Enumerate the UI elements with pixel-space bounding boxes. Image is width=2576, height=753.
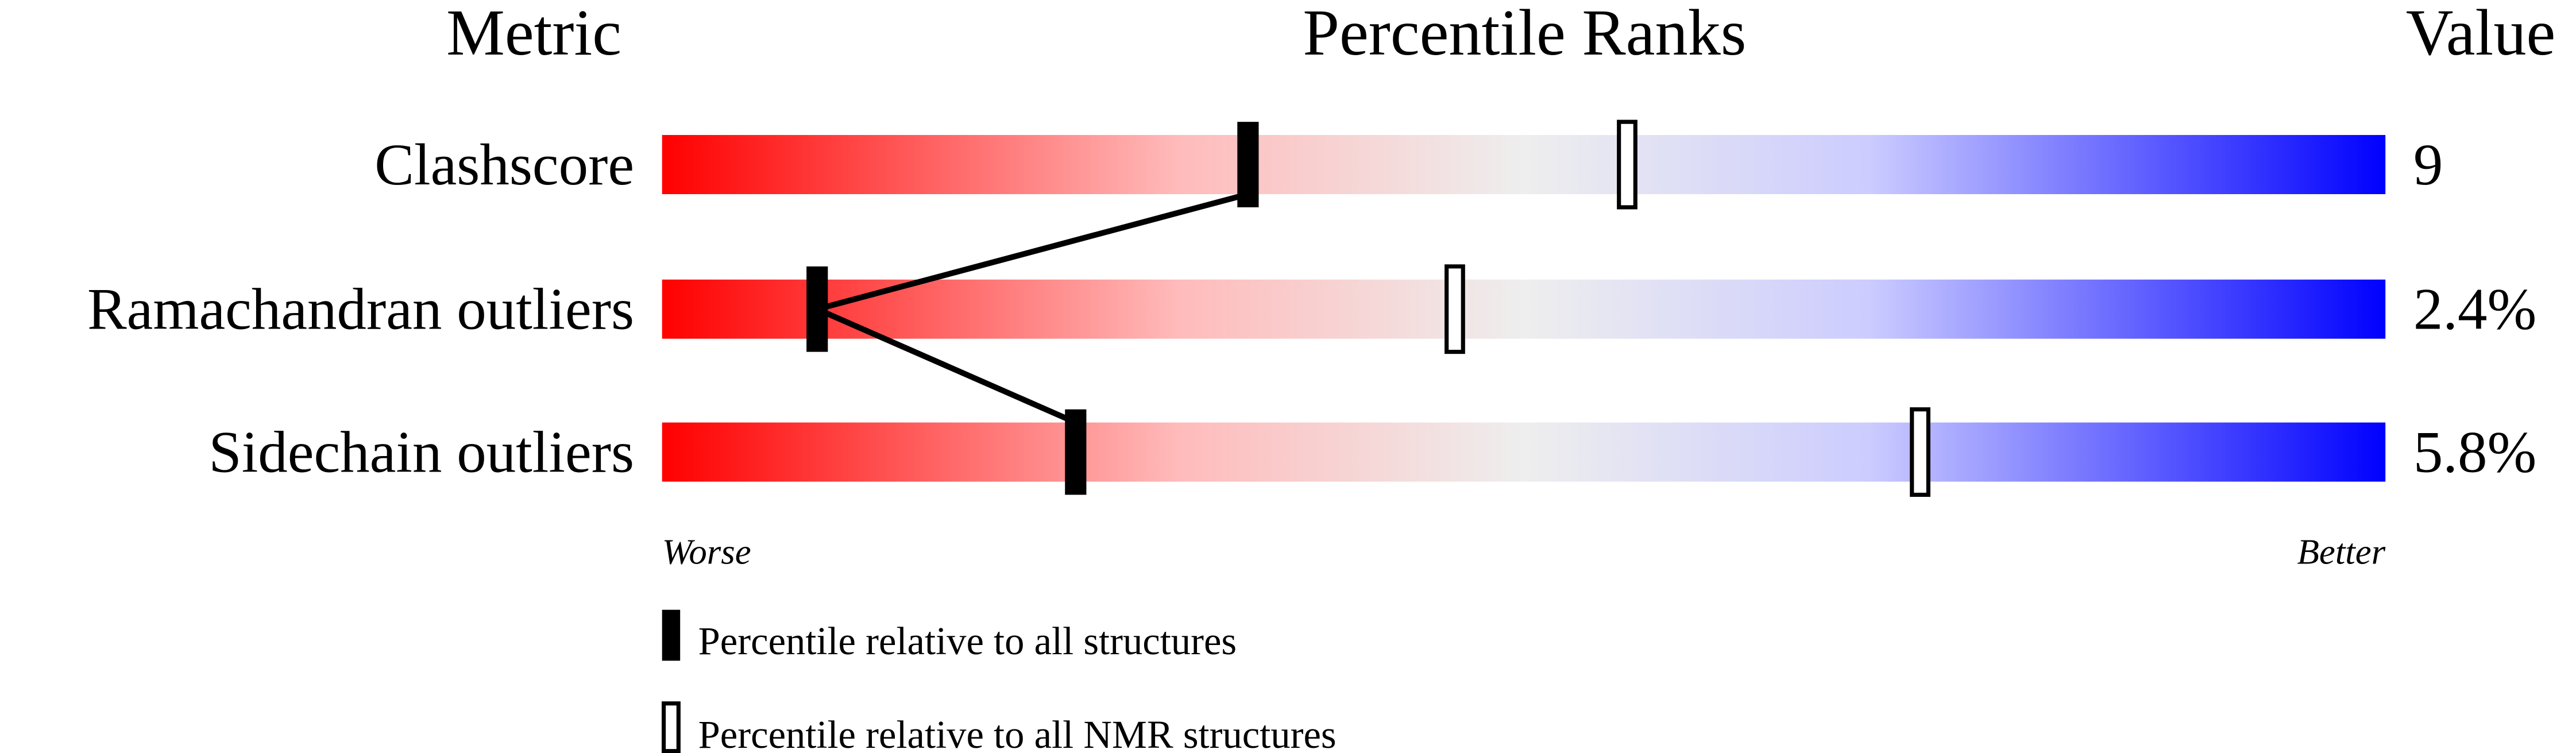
legend-filled-marker — [662, 609, 681, 661]
all-percentile-marker — [806, 266, 828, 352]
legend-label-all: Percentile relative to all structures — [698, 619, 1237, 663]
percentile-bar — [662, 279, 2386, 339]
metric-value: 9 — [2413, 132, 2443, 198]
nmr-percentile-marker — [1910, 407, 1930, 497]
header-value: Value — [2406, 0, 2556, 69]
all-percentile-marker — [1237, 122, 1259, 207]
header-percentile-ranks: Percentile Ranks — [1303, 0, 1746, 69]
all-percentile-marker — [1065, 409, 1087, 495]
nmr-percentile-marker — [1445, 264, 1465, 354]
header-metric: Metric — [446, 0, 621, 69]
percentile-bar — [662, 422, 2386, 482]
nmr-percentile-marker — [1617, 119, 1637, 210]
percentile-bar — [662, 135, 2386, 195]
legend-label-nmr: Percentile relative to all NMR structure… — [698, 713, 1337, 753]
metric-label: Clashscore — [374, 132, 634, 198]
metric-value: 2.4% — [2413, 277, 2537, 342]
metric-value: 5.8% — [2413, 419, 2537, 485]
better-label: Better — [2297, 532, 2385, 572]
worse-label: Worse — [662, 532, 751, 572]
metric-label: Sidechain outliers — [208, 419, 634, 485]
metric-label: Ramachandran outliers — [87, 277, 634, 342]
legend-open-marker — [661, 701, 681, 753]
